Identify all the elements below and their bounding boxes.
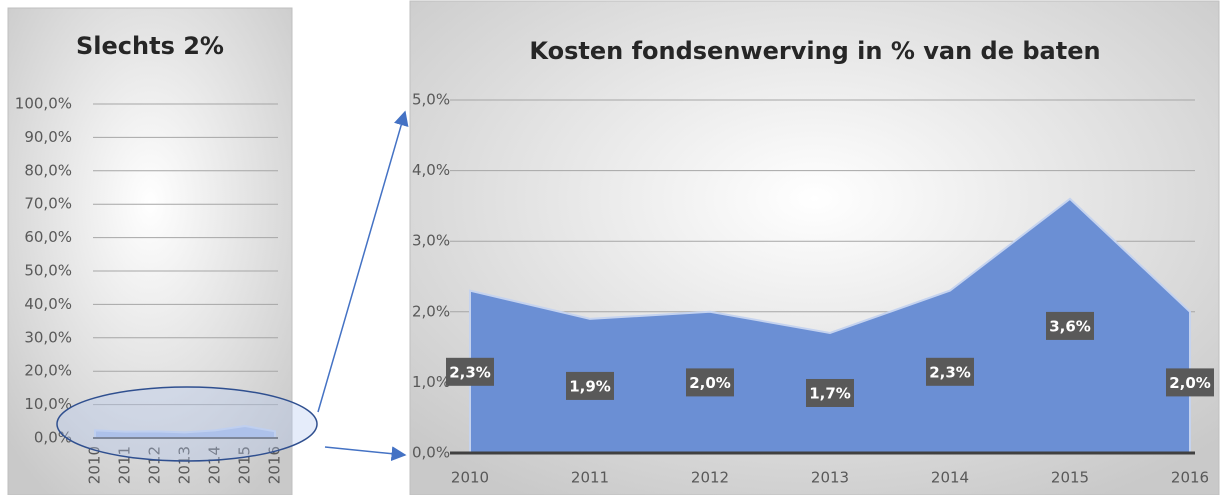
value-label: 1,9% — [569, 377, 611, 395]
y-tick-label: 5,0% — [412, 91, 450, 109]
y-tick-label: 20,0% — [24, 362, 72, 380]
value-label-box — [926, 357, 974, 386]
x-tick-label: 2016 — [1171, 469, 1209, 487]
x-tick-label: 2012 — [691, 469, 729, 487]
y-tick-label: 70,0% — [24, 195, 72, 213]
zoom-arrow — [317, 110, 409, 413]
value-label-box — [446, 357, 494, 386]
value-label: 1,7% — [809, 384, 851, 402]
value-label-box — [566, 371, 614, 400]
y-tick-label: 60,0% — [24, 228, 72, 246]
x-tick-label: 2010 — [86, 446, 104, 484]
y-tick-label: 50,0% — [24, 262, 72, 280]
value-label-box — [1166, 368, 1214, 397]
y-tick-label: 2,0% — [412, 302, 450, 320]
chart-title: Slechts 2% — [76, 32, 224, 60]
y-tick-label: 10,0% — [24, 395, 72, 413]
y-tick-label: 80,0% — [24, 161, 72, 179]
zoom-arrow — [324, 446, 407, 462]
y-tick-label: 40,0% — [24, 295, 72, 313]
y-tick-label: 0,0% — [412, 444, 450, 462]
y-tick-label: 30,0% — [24, 328, 72, 346]
y-tick-label: 4,0% — [412, 161, 450, 179]
value-label: 2,0% — [1169, 374, 1211, 392]
plots: 0,0% 10,0% 20,0% 30,0% 40,0% 50,0% 60,0% 70,0% 8… — [15, 91, 1214, 487]
y-tick-label: 0,0% — [34, 429, 72, 447]
value-label: 3,6% — [1049, 317, 1091, 335]
x-tick-label: 2013 — [176, 446, 194, 484]
y-tick-label: 90,0% — [24, 128, 72, 146]
value-label-box — [686, 368, 734, 397]
y-tick-label: 1,0% — [412, 373, 450, 391]
x-tick-label: 2011 — [571, 469, 609, 487]
value-label: 2,3% — [929, 363, 971, 381]
x-tick-label: 2010 — [451, 469, 489, 487]
x-tick-label: 2013 — [811, 469, 849, 487]
chart-title: Kosten fondsenwerving in % van de baten — [529, 37, 1100, 65]
x-tick-label: 2012 — [146, 446, 164, 484]
value-label-box — [1046, 311, 1094, 340]
x-tick-label: 2015 — [236, 446, 254, 484]
area — [94, 424, 276, 439]
value-label: 2,0% — [689, 374, 731, 392]
value-label: 2,3% — [449, 363, 491, 381]
highlight-ellipse — [56, 386, 318, 462]
x-tick-label: 2014 — [206, 446, 224, 484]
left-panel — [7, 7, 293, 495]
y-tick-label: 3,0% — [412, 232, 450, 250]
y-tick-label: 100,0% — [15, 95, 72, 113]
value-label-box — [806, 378, 854, 407]
x-tick-label: 2016 — [266, 446, 284, 484]
x-tick-label: 2014 — [931, 469, 969, 487]
x-tick-label: 2015 — [1051, 469, 1089, 487]
